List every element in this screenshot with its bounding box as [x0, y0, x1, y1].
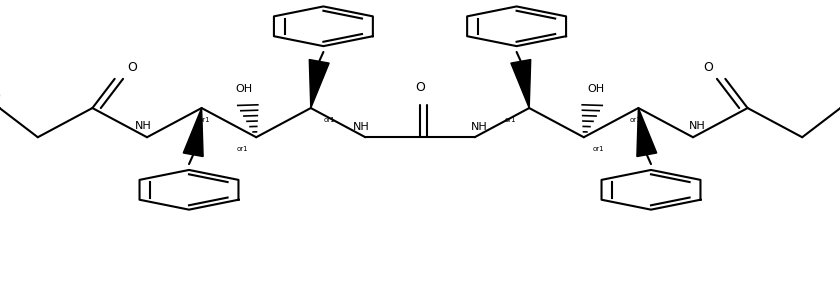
Text: OH: OH — [588, 84, 605, 94]
Polygon shape — [511, 60, 531, 108]
Polygon shape — [183, 108, 203, 157]
Text: NH: NH — [470, 122, 487, 132]
Text: or1: or1 — [198, 117, 210, 123]
Polygon shape — [309, 60, 329, 108]
Polygon shape — [637, 108, 657, 157]
Text: or1: or1 — [236, 146, 248, 152]
Text: or1: or1 — [505, 117, 517, 123]
Text: O: O — [128, 61, 137, 74]
Text: NH: NH — [134, 121, 151, 131]
Text: or1: or1 — [630, 117, 642, 123]
Text: or1: or1 — [323, 117, 335, 123]
Text: O: O — [415, 81, 425, 94]
Text: O: O — [703, 61, 712, 74]
Text: OH: OH — [235, 84, 252, 94]
Text: or1: or1 — [592, 146, 604, 152]
Text: NH: NH — [689, 121, 706, 131]
Text: NH: NH — [353, 122, 370, 132]
